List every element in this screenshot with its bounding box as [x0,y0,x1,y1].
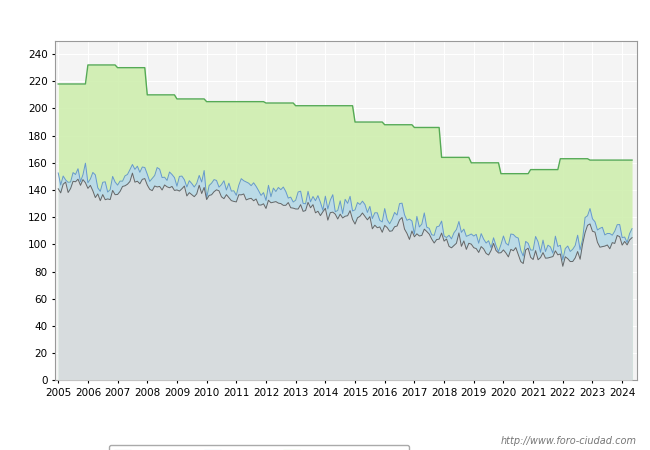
Legend: Ocupados, Parados, Hab. entre 16-64: Ocupados, Parados, Hab. entre 16-64 [109,445,409,450]
Text: http://www.foro-ciudad.com: http://www.foro-ciudad.com [501,436,637,446]
Text: Fuentespalda - Evolucion de la poblacion en edad de Trabajar Mayo de 2024: Fuentespalda - Evolucion de la poblacion… [86,12,564,25]
